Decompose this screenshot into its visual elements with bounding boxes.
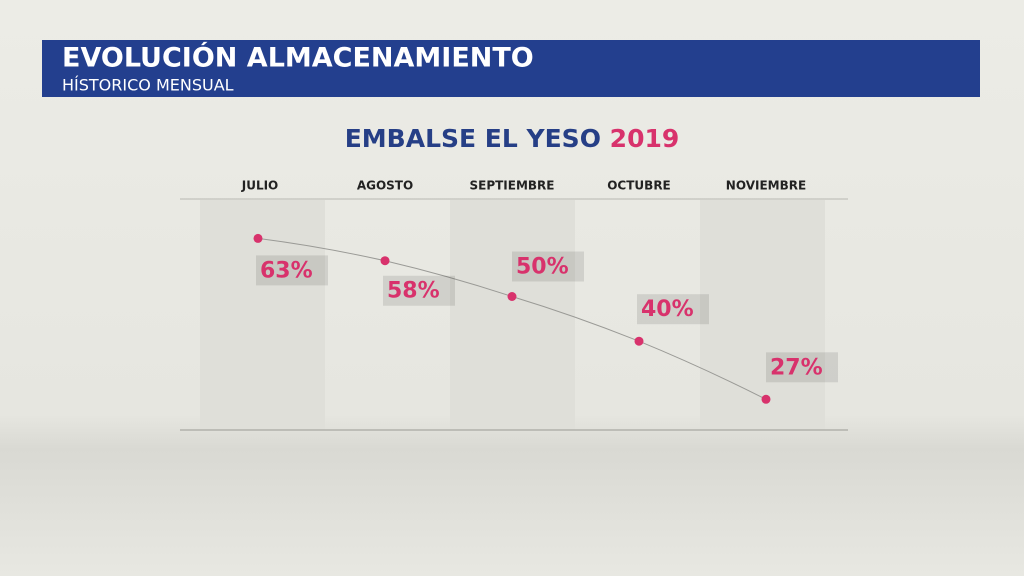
band: [450, 200, 575, 430]
x-tick-label: JULIO: [241, 179, 279, 193]
x-tick-label: OCTUBRE: [607, 179, 671, 193]
value-label: 40%: [641, 297, 694, 322]
band: [200, 200, 325, 430]
column-bands: [200, 200, 825, 430]
x-tick-label: SEPTIEMBRE: [469, 179, 554, 193]
label-box: [512, 251, 584, 282]
x-tick-label: NOVIEMBRE: [726, 179, 806, 193]
point: [761, 394, 771, 404]
point: [380, 256, 390, 266]
header-subtitle: HÍSTORICO MENSUAL: [62, 76, 234, 95]
label-box: [256, 255, 328, 286]
label-box: [383, 275, 455, 306]
label-box: [766, 352, 838, 383]
value-label: 27%: [770, 355, 823, 380]
header-bar: [42, 40, 980, 97]
label-box: [637, 294, 709, 325]
point: [634, 336, 644, 346]
point: [253, 233, 263, 243]
chart-title-year: 2019: [610, 124, 680, 153]
value-label: 63%: [260, 258, 313, 283]
value-label: 58%: [387, 279, 440, 304]
x-tick-label: AGOSTO: [357, 179, 413, 193]
chart-title-main: EMBALSE EL YESO: [345, 124, 601, 153]
header-title: EVOLUCIÓN ALMACENAMIENTO: [62, 42, 534, 74]
chart-title: EMBALSE EL YESO 2019: [345, 124, 680, 153]
point: [507, 292, 517, 301]
value-label: 50%: [516, 255, 569, 280]
band: [700, 200, 825, 430]
